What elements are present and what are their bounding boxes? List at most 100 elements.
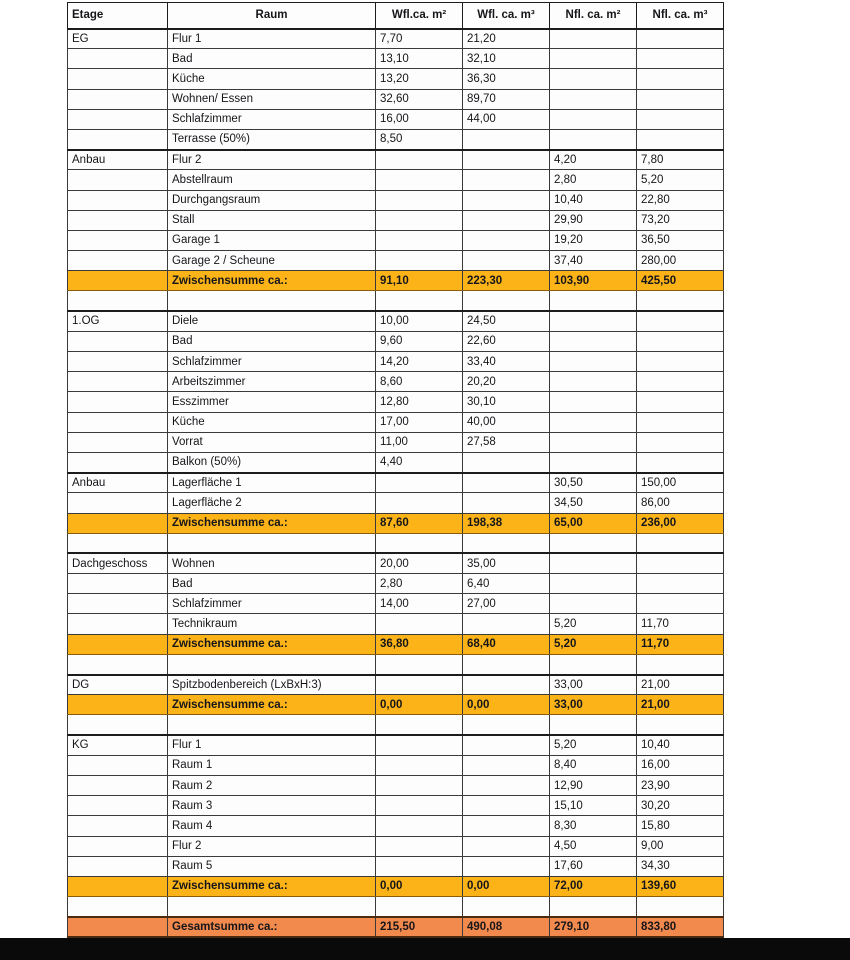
subtotal-row: Zwischensumme ca.: 0,00 0,00 72,00 139,60	[67, 875, 724, 898]
cell-nfl-m2	[549, 350, 637, 373]
spacer-row	[67, 653, 724, 676]
cell-raum: Bad	[167, 330, 376, 353]
table-row: Schlafzimmer 14,20 33,40	[67, 350, 724, 373]
cell-nfl-m2	[549, 431, 637, 453]
cell-wfl-m3: 24,50	[462, 310, 550, 332]
cell-raum	[167, 653, 376, 676]
cell-raum: Spitzbodenbereich (LxBxH:3)	[167, 673, 376, 696]
cell-wfl-m2	[375, 835, 463, 857]
cell-wfl-m2	[375, 229, 463, 252]
cell-wfl-m3	[462, 128, 550, 151]
cell-wfl-m3	[462, 754, 550, 776]
cell-wfl-m2	[375, 774, 463, 797]
cell-nfl-m3: 139,60	[636, 875, 724, 898]
cell-nfl-m3	[636, 88, 724, 110]
subtotal-row: Zwischensumme ca.: 91,10 223,30 103,90 425,5…	[67, 270, 724, 292]
cell-wfl-m3: 68,40	[462, 633, 550, 655]
cell-nfl-m2	[549, 411, 637, 433]
cell-nfl-m2	[549, 532, 637, 554]
cell-nfl-m3: 7,80	[636, 148, 724, 171]
cell-etage	[67, 795, 168, 817]
cell-raum: Arbeitszimmer	[167, 371, 376, 393]
cell-wfl-m3	[462, 815, 550, 837]
table-row: DG Spitzbodenbereich (LxBxH:3) 33,00 21,00	[67, 673, 724, 696]
cell-raum: Stall	[167, 209, 376, 231]
cell-etage	[67, 573, 168, 595]
cell-wfl-m3	[462, 492, 550, 514]
cell-etage	[67, 330, 168, 353]
cell-nfl-m2: 5,20	[549, 633, 637, 655]
cell-raum: Wohnen/ Essen	[167, 88, 376, 110]
cell-wfl-m3	[462, 209, 550, 231]
cell-wfl-m2: 11,00	[375, 431, 463, 453]
cell-nfl-m3: 5,20	[636, 169, 724, 191]
table-row: Garage 1 19,20 36,50	[67, 229, 724, 252]
cell-nfl-m3	[636, 310, 724, 332]
table-header-row: Etage Raum Wfl.ca. m² Wfl. ca. m³ Nfl. c…	[67, 2, 724, 30]
cell-etage	[67, 613, 168, 635]
cell-wfl-m2: 0,00	[375, 875, 463, 898]
cell-nfl-m2	[549, 290, 637, 312]
table-row: Schlafzimmer 14,00 27,00	[67, 593, 724, 615]
cell-etage	[67, 209, 168, 231]
table-row: Raum 4 8,30 15,80	[67, 815, 724, 837]
table-row: Stall 29,90 73,20	[67, 209, 724, 231]
cell-wfl-m2: 4,40	[375, 451, 463, 474]
cell-raum	[167, 896, 376, 918]
cell-wfl-m2: 9,60	[375, 330, 463, 353]
cell-wfl-m3: 35,00	[462, 552, 550, 575]
cell-etage	[67, 593, 168, 615]
table-row: Wohnen/ Essen 32,60 89,70	[67, 88, 724, 110]
table-row: 1.OG Diele 10,00 24,50	[67, 310, 724, 332]
grand-total-row: Gesamtsumme ca.: 215,50 490,08 279,10 833,80	[67, 915, 724, 938]
cell-nfl-m2	[549, 68, 637, 90]
cell-wfl-m3	[462, 795, 550, 817]
cell-nfl-m2: 8,30	[549, 815, 637, 837]
cell-etage	[67, 169, 168, 191]
table-row: Bad 2,80 6,40	[67, 573, 724, 595]
cell-nfl-m3: 11,70	[636, 633, 724, 655]
cell-nfl-m3	[636, 653, 724, 676]
table-row: Arbeitszimmer 8,60 20,20	[67, 371, 724, 393]
cell-nfl-m3: 36,50	[636, 229, 724, 252]
cell-wfl-m3: 40,00	[462, 411, 550, 433]
cell-wfl-m2: 14,00	[375, 593, 463, 615]
cell-wfl-m2	[375, 653, 463, 676]
spacer-row	[67, 714, 724, 736]
cell-etage	[67, 915, 168, 938]
cell-raum: Zwischensumme ca.:	[167, 633, 376, 655]
column-header-wfl-m3: Wfl. ca. m³	[462, 2, 550, 30]
cell-wfl-m3: 36,30	[462, 68, 550, 90]
subtotal-row: Zwischensumme ca.: 87,60 198,38 65,00 236,00	[67, 512, 724, 534]
cell-nfl-m2: 17,60	[549, 855, 637, 877]
cell-etage	[67, 714, 168, 736]
cell-nfl-m2: 10,40	[549, 189, 637, 211]
table-row: Durchgangsraum 10,40 22,80	[67, 189, 724, 211]
cell-wfl-m2	[375, 896, 463, 918]
cell-nfl-m2	[549, 128, 637, 151]
cell-etage	[67, 371, 168, 393]
cell-raum: Zwischensumme ca.:	[167, 270, 376, 292]
table-row: Raum 5 17,60 34,30	[67, 855, 724, 877]
table-row: Raum 2 12,90 23,90	[67, 774, 724, 797]
cell-nfl-m2: 37,40	[549, 250, 637, 272]
cell-nfl-m2	[549, 88, 637, 110]
cell-nfl-m3: 21,00	[636, 694, 724, 716]
cell-nfl-m3: 425,50	[636, 270, 724, 292]
cell-etage	[67, 189, 168, 211]
cell-etage	[67, 774, 168, 797]
cell-nfl-m2	[549, 573, 637, 595]
cell-raum: Schlafzimmer	[167, 350, 376, 373]
cell-nfl-m3: 280,00	[636, 250, 724, 272]
cell-nfl-m2: 103,90	[549, 270, 637, 292]
cell-nfl-m2	[549, 391, 637, 413]
cell-raum: Diele	[167, 310, 376, 332]
cell-raum: Esszimmer	[167, 391, 376, 413]
cell-nfl-m3	[636, 896, 724, 918]
cell-wfl-m2: 87,60	[375, 512, 463, 534]
column-header-nfl-m3: Nfl. ca. m³	[636, 2, 724, 30]
cell-wfl-m2: 215,50	[375, 915, 463, 938]
cell-etage	[67, 88, 168, 110]
spacer-row	[67, 290, 724, 312]
cell-wfl-m3: 20,20	[462, 371, 550, 393]
